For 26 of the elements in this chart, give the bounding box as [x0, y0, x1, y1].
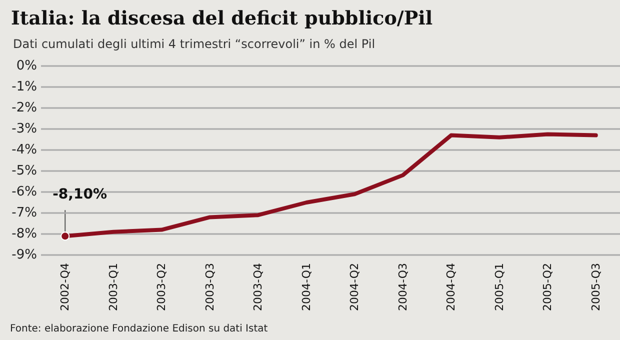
y-tick-label: -2% [12, 100, 37, 116]
y-tick-label: -6% [12, 184, 37, 200]
x-tick-label: 2003-Q2 [155, 263, 168, 312]
x-tick-label: 2005-Q3 [589, 263, 602, 312]
x-tick-label: 2004-Q1 [300, 263, 313, 312]
x-tick-label: 2003-Q3 [203, 263, 216, 312]
x-tick-label: 2005-Q2 [541, 263, 554, 312]
x-tick-label: 2004-Q3 [396, 263, 410, 312]
y-tick-label: -7% [12, 206, 37, 220]
x-tick-label: 2004-Q4 [444, 263, 458, 312]
y-tick-label: -8% [12, 226, 37, 242]
y-tick-label: -3% [12, 122, 37, 136]
x-tick-label: 2003-Q4 [252, 263, 265, 312]
annotation: -8,10% [52, 186, 108, 203]
y-tick-label: -5% [12, 164, 37, 178]
x-tick-label: 2002-Q4 [58, 263, 72, 312]
y-tick-label: -4% [12, 142, 37, 158]
x-tick-label: 2004-Q2 [348, 263, 362, 312]
y-tick-label: -1% [12, 80, 37, 94]
chart-subtitle: Dati cumulati degli ultimi 4 trimestri “scorrevoli” in % del Pil [13, 37, 376, 51]
source-note: Fonte: elaborazione Fondazione Edison su dati Istat [10, 324, 268, 334]
y-tick-label: -9% [12, 248, 37, 262]
x-tick-label: 2003-Q1 [106, 263, 120, 312]
chart-title: Italia: la discesa del deficit pubblico/Pil [11, 8, 433, 30]
x-tick-label: 2005-Q1 [492, 263, 506, 312]
y-tick-label: 0% [16, 58, 37, 74]
